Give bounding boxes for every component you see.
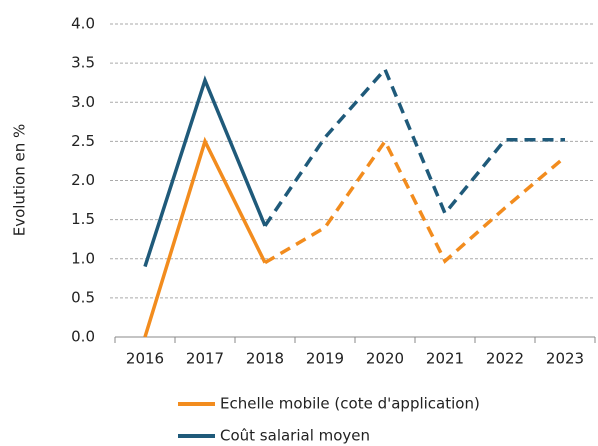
y-tick-label: 0.5	[71, 288, 95, 306]
y-tick-label: 1.5	[71, 210, 95, 228]
y-tick-label: 4.0	[71, 15, 95, 33]
series-line	[264, 137, 567, 265]
x-tick-label: 2020	[366, 350, 404, 368]
x-tick-label: 2021	[426, 350, 464, 368]
y-tick-label: 0.0	[71, 328, 95, 346]
y-axis-label: Evolution en %	[11, 124, 29, 236]
series-line	[263, 66, 565, 227]
x-tick-label: 2017	[186, 350, 224, 368]
x-tick-label: 2018	[246, 350, 284, 368]
y-tick-label: 2.5	[71, 132, 95, 150]
y-tick-label: 2.0	[71, 171, 95, 189]
series-line	[143, 75, 267, 268]
x-tick-label: 2023	[546, 350, 584, 368]
legend-label: Coût salarial moyen	[220, 427, 370, 445]
y-tick-label: 1.0	[71, 249, 95, 267]
legend-label: Echelle mobile (cote d'application)	[220, 395, 480, 413]
x-tick-label: 2016	[126, 350, 164, 368]
y-tick-label: 3.5	[71, 54, 95, 72]
y-tick-label: 3.0	[71, 93, 95, 111]
x-tick-label: 2022	[486, 350, 524, 368]
x-tick-label: 2019	[306, 350, 344, 368]
series-line	[143, 136, 267, 338]
